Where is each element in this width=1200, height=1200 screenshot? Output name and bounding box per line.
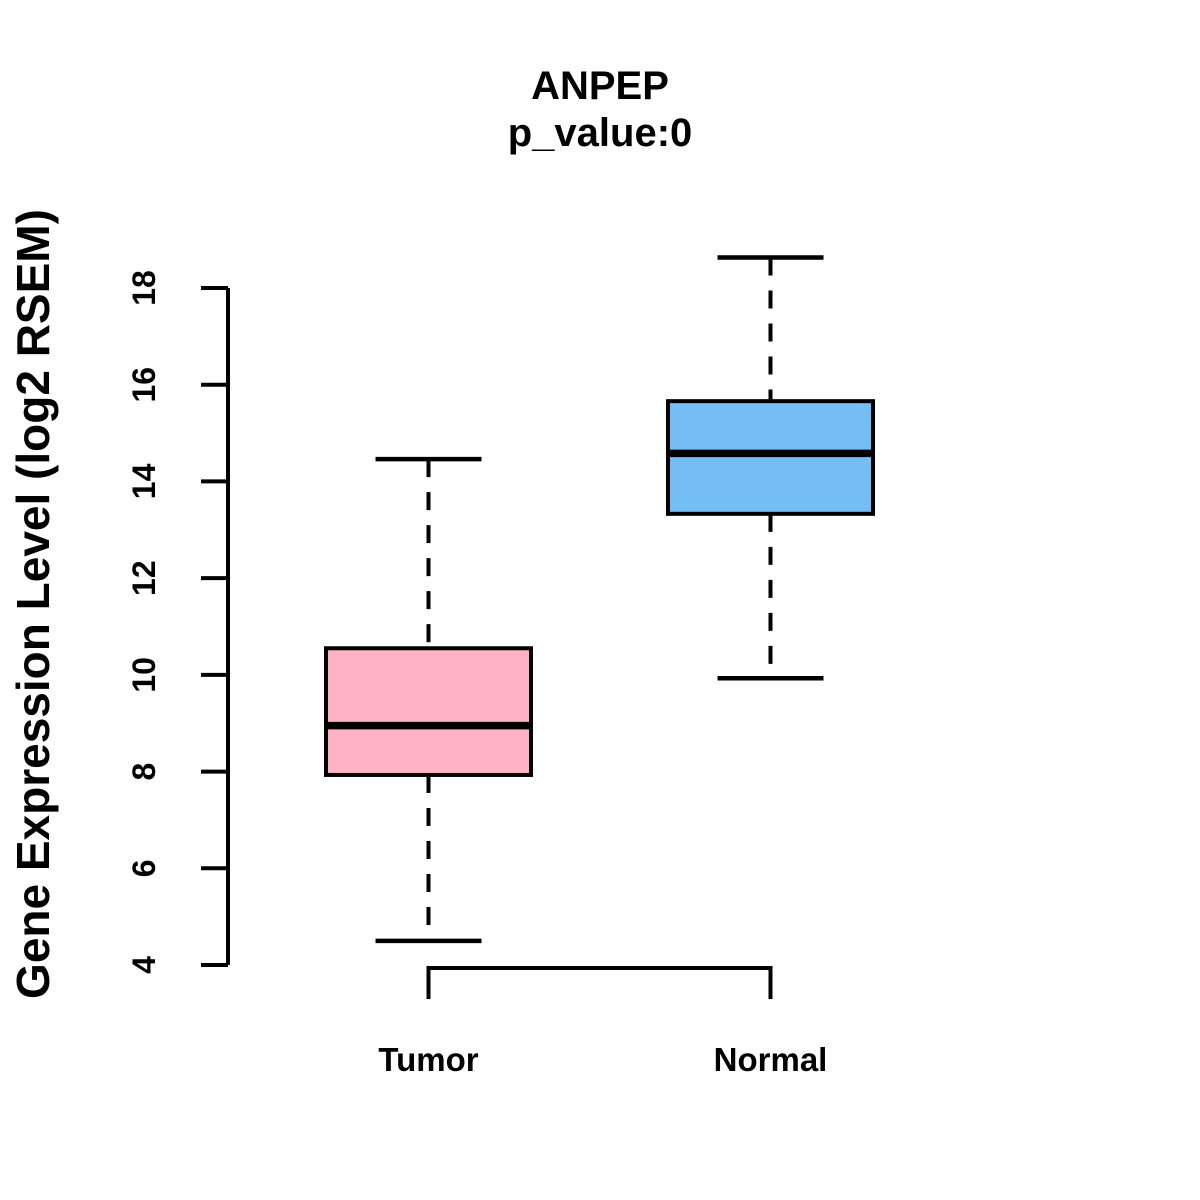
normal-box (666, 399, 875, 516)
y-tick-label: 16 (126, 367, 162, 403)
y-tick-label: 8 (126, 763, 162, 781)
chart-title: ANPEP (531, 64, 669, 108)
y-tick-label: 10 (126, 657, 162, 693)
x-category-label-normal: Normal (714, 1041, 828, 1078)
y-tick-label: 6 (126, 859, 162, 877)
tumor-box (324, 646, 533, 777)
x-axis-bracket (426, 966, 773, 999)
y-tick-label: 4 (126, 956, 162, 974)
y-tick-label: 18 (126, 270, 162, 306)
y-tick-label: 14 (126, 463, 162, 499)
chart-subtitle: p_value:0 (507, 111, 693, 155)
x-category-label-tumor: Tumor (378, 1041, 478, 1078)
y-tick-label: 12 (126, 560, 162, 596)
